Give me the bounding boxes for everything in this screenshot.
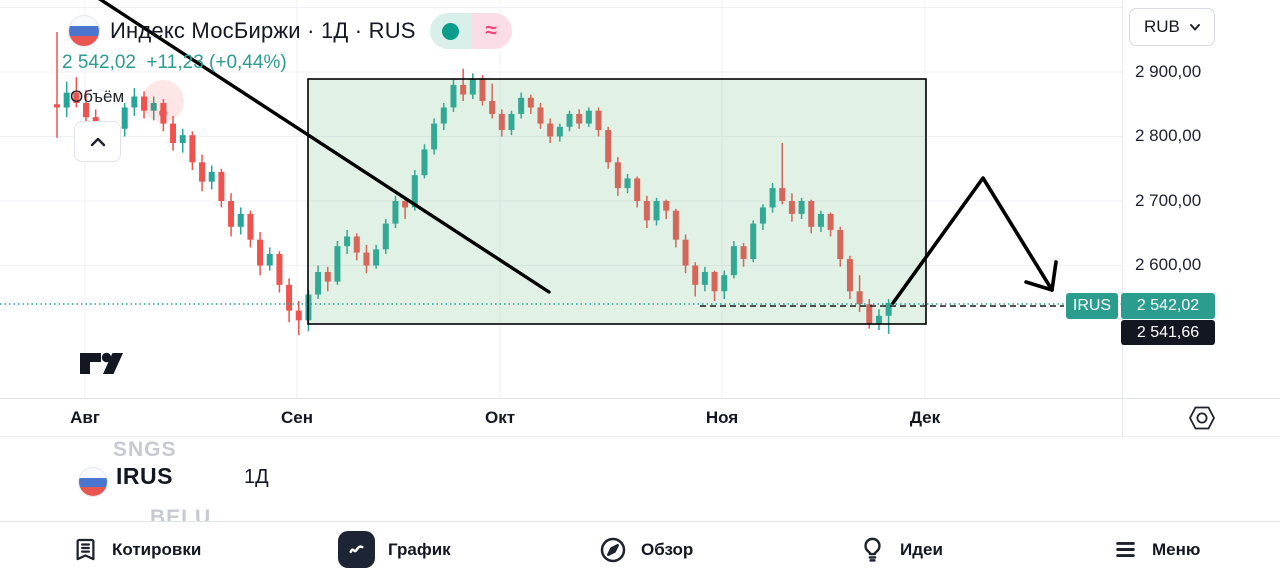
month-label: Окт: [484, 408, 516, 427]
interval-button[interactable]: 1Д: [244, 466, 269, 488]
prev-close-badge: 2 541,66: [1121, 320, 1215, 345]
currency-dropdown[interactable]: RUB: [1129, 8, 1215, 46]
hexagon-circle-icon: [1188, 406, 1215, 430]
symbol-button[interactable]: IRUS: [116, 463, 173, 489]
price-change-value: +11,23 (+0,44%): [146, 52, 287, 73]
symbol-price-flag[interactable]: IRUS: [1066, 293, 1118, 319]
dot-icon: [441, 22, 459, 40]
axis-settings-button[interactable]: [1122, 399, 1280, 437]
nav-label: Обзор: [641, 539, 694, 559]
expand-pane-button[interactable]: [74, 121, 121, 162]
nav-item-menu[interactable]: Меню: [1112, 522, 1200, 576]
dot-mode-option[interactable]: [429, 13, 471, 49]
currency-value: RUB: [1144, 17, 1180, 36]
nav-item-quotes[interactable]: Котировки: [72, 522, 201, 576]
nav-item-chart[interactable]: График: [338, 522, 451, 576]
chart-mode-toggle[interactable]: ≈: [429, 13, 512, 49]
last-price-value: 2 542,02: [62, 52, 136, 73]
price-chart[interactable]: [0, 0, 1122, 398]
month-label: Дек: [909, 408, 941, 427]
month-label: Сен: [281, 408, 313, 427]
nav-label: График: [388, 539, 451, 559]
symbol-flag-icon: [78, 467, 108, 497]
chevron-up-icon: [90, 137, 105, 146]
month-label: Авг: [70, 408, 100, 427]
hamburger-menu-icon: [1116, 542, 1135, 557]
nav-label: Котировки: [112, 539, 202, 559]
price-tick: 2 700,00: [1135, 191, 1202, 210]
approx-mode-option[interactable]: ≈: [470, 13, 512, 49]
nav-label: Идеи: [900, 539, 943, 559]
last-price-readout: 2 542,02 +11,23 (+0,44%): [62, 52, 287, 74]
month-label: Ноя: [705, 408, 739, 427]
price-tick: 2 600,00: [1135, 255, 1202, 274]
toolbar-row: SNGS BELU IRUS 1Д: [0, 437, 1280, 521]
next-ticker-ghost[interactable]: BELU: [150, 506, 212, 521]
chart-title[interactable]: Индекс МосБиржи · 1Д · RUS: [110, 18, 416, 43]
nav-item-ideas[interactable]: Идеи: [858, 522, 943, 576]
last-price-badge[interactable]: 2 542,02: [1121, 293, 1215, 319]
lightbulb-icon: [864, 537, 881, 562]
chevron-down-icon: [1190, 24, 1200, 31]
prev-ticker-ghost[interactable]: SNGS: [113, 438, 177, 461]
russia-flag-icon: [68, 15, 100, 47]
bottom-navigation: Котировки График Обзор Идеи: [0, 521, 1280, 576]
volume-indicator-label[interactable]: Объём: [70, 87, 125, 106]
tradingview-logo: [77, 352, 123, 374]
compass-icon: [600, 537, 626, 562]
time-axis[interactable]: Авг Сен Окт Ноя Дек: [0, 398, 1280, 437]
nav-item-overview[interactable]: Обзор: [598, 522, 693, 576]
quotes-list-icon: [76, 538, 95, 561]
chart-wave-icon: [338, 531, 375, 568]
price-tick: 2 900,00: [1135, 62, 1202, 81]
chart-area: Индекс МосБиржи · 1Д · RUS ≈ 2 542,02 +1…: [0, 0, 1215, 398]
price-tick: 2 800,00: [1135, 126, 1202, 145]
chart-header: Индекс МосБиржи · 1Д · RUS ≈: [68, 11, 512, 51]
approx-icon: ≈: [485, 19, 497, 42]
nav-label: Меню: [1152, 539, 1201, 559]
